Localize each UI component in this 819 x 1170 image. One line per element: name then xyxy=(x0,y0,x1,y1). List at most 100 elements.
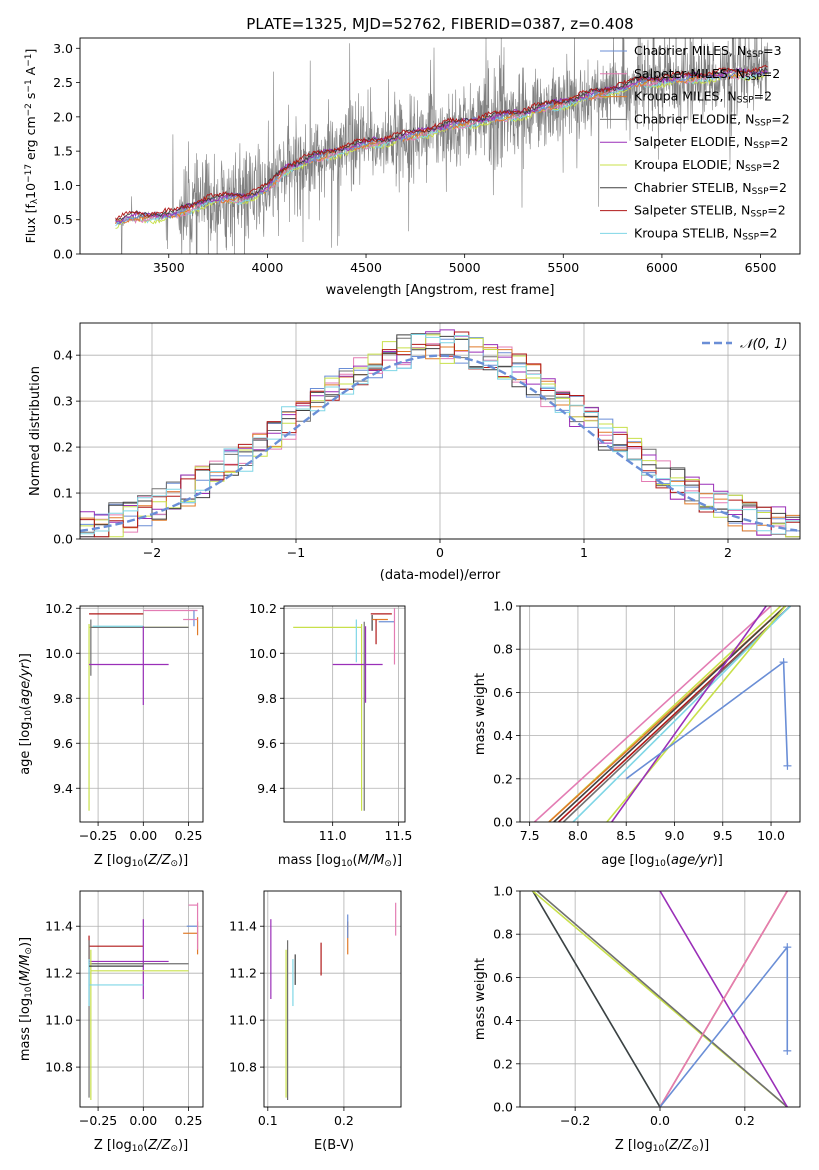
y-tick-label: 10.8 xyxy=(45,1060,73,1075)
y-tick-label: 2.0 xyxy=(53,109,73,124)
legend-label: Salpeter MILES, NSSP=2 xyxy=(634,66,780,83)
y-tick-label: 3.0 xyxy=(53,41,73,56)
x-tick-label: 0.0 xyxy=(650,1113,670,1128)
y-tick-label: 0.5 xyxy=(53,212,73,227)
y-axis-label: mass weight xyxy=(473,958,488,1040)
x-tick-label: 0.1 xyxy=(258,1113,278,1128)
axes-frame xyxy=(79,890,204,1108)
legend-label: Salpeter ELODIE, NSSP=2 xyxy=(634,134,788,151)
legend-label: 𝒩(0, 1) xyxy=(740,337,787,352)
x-tick-label: 9.0 xyxy=(665,828,685,843)
plot-area xyxy=(533,606,792,822)
x-tick-label: 8.5 xyxy=(616,828,636,843)
y-tick-label: 0.8 xyxy=(493,642,513,657)
y-tick-label: 9.8 xyxy=(53,691,73,706)
normal-distribution-curve xyxy=(80,354,798,533)
y-tick-label: 9.4 xyxy=(53,781,73,796)
x-tick-label: 4000 xyxy=(251,260,283,275)
x-tick-label: 1 xyxy=(580,545,588,560)
legend-label: Kroupa MILES, NSSP=2 xyxy=(634,89,772,106)
residual-histogram-line xyxy=(80,334,800,538)
x-tick-label: 0.00 xyxy=(129,828,157,843)
age-vs-mass-panel: 11.0 11.5 9.4 9.6 9.8 10.0 10.2 mass [log10(M/M… xyxy=(249,601,412,870)
y-axis-label: mass weight xyxy=(473,673,488,755)
residual-histogram-panel: −2 −1 0 1 2 0.0 0.1 0.2 0.3 0.4 (data-model)/error… xyxy=(28,322,801,583)
y-tick-label: 0.2 xyxy=(53,440,73,455)
mass-weight-line xyxy=(533,606,772,822)
x-axis-label: Z [log10(Z/Z⊙)] xyxy=(94,1138,188,1154)
x-tick-label: −2 xyxy=(143,545,161,560)
x-axis-label: (data-model)/error xyxy=(380,568,501,583)
x-axis-label: mass [log10(M/M⊙)] xyxy=(278,853,402,869)
plot-area xyxy=(115,38,769,254)
x-tick-label: 0.2 xyxy=(735,1113,755,1128)
y-tick-label: 10.0 xyxy=(249,646,277,661)
y-tick-label: 11.0 xyxy=(45,1013,73,1028)
mass-weight-line xyxy=(532,891,661,1107)
y-tick-label: 0.0 xyxy=(493,815,513,830)
legend-label: Kroupa STELIB, NSSP=2 xyxy=(634,225,778,242)
figure-title: PLATE=1325, MJD=52762, FIBERID=0387, z=0… xyxy=(246,15,633,33)
mass-weight-line xyxy=(611,606,767,822)
plot-area xyxy=(270,902,397,1100)
y-tick-label: 0.4 xyxy=(493,728,513,743)
axes-frame xyxy=(79,322,801,540)
x-axis-label: E(B-V) xyxy=(314,1138,354,1153)
axes-frame xyxy=(263,890,402,1108)
y-tick-label: 9.6 xyxy=(257,736,277,751)
axes-frame xyxy=(79,37,801,255)
y-tick-label: 1.5 xyxy=(53,144,73,159)
y-tick-label: 11.2 xyxy=(229,966,257,981)
x-tick-label: 5000 xyxy=(449,260,481,275)
spectrum-panel: 3500 4000 4500 5000 5500 6000 6500 0.0 0.5 1.0 1.5… xyxy=(23,37,801,298)
x-tick-label: 0.25 xyxy=(175,1113,203,1128)
x-tick-label: 3500 xyxy=(153,260,185,275)
axes-frame xyxy=(519,890,801,1108)
y-tick-label: 1.0 xyxy=(53,178,73,193)
mass-weight-line xyxy=(659,891,788,1107)
x-tick-label: −0.2 xyxy=(560,1113,590,1128)
plot-area xyxy=(88,902,199,1100)
y-tick-label: 1.0 xyxy=(493,599,513,614)
axes-frame xyxy=(519,605,801,823)
y-axis-label: Normed distribution xyxy=(28,366,43,496)
mass-weight-line xyxy=(572,606,791,822)
axes-frame xyxy=(79,605,204,823)
mass-weight-line xyxy=(553,606,787,822)
age-vs-metallicity-panel: −0.25 0.00 0.25 9.4 9.6 9.8 10.0 10.2 Z [log10(Z… xyxy=(18,601,204,869)
legend-label: Chabrier ELODIE, NSSP=2 xyxy=(634,111,790,128)
x-tick-label: 7.5 xyxy=(520,828,540,843)
y-tick-label: 1.0 xyxy=(493,884,513,899)
y-axis-label: mass [log10(M/M⊙)] xyxy=(18,937,34,1061)
mass-weight-line xyxy=(659,946,788,1107)
x-tick-label: 10.0 xyxy=(757,828,785,843)
x-axis-label: wavelength [Angstrom, rest frame] xyxy=(326,283,555,298)
weight-vs-metallicity-panel: −0.2 0.0 0.2 0.0 0.2 0.4 0.6 0.8 1.0 Z [log10(Z/Z… xyxy=(473,884,801,1154)
x-tick-label: −1 xyxy=(287,545,305,560)
y-tick-label: 11.0 xyxy=(229,1013,257,1028)
y-tick-label: 11.4 xyxy=(229,919,257,934)
legend-label: Chabrier MILES, NSSP=3 xyxy=(634,43,782,60)
mass-weight-line xyxy=(536,891,788,1107)
weight-vs-age-panel: 7.5 8.0 8.5 9.0 9.5 10.0 0.0 0.2 0.4 0.6 0.8 1.0 age… xyxy=(473,599,801,869)
y-tick-label: 11.2 xyxy=(45,966,73,981)
mass-weight-line xyxy=(562,606,791,822)
x-tick-label: 0.00 xyxy=(129,1113,157,1128)
y-tick-label: 0.0 xyxy=(53,532,73,547)
mass-weight-line xyxy=(606,606,787,822)
y-tick-label: 11.4 xyxy=(45,919,73,934)
y-tick-label: 9.6 xyxy=(53,736,73,751)
x-tick-label: 9.5 xyxy=(713,828,733,843)
y-tick-label: 0.2 xyxy=(493,1056,513,1071)
legend-label: Salpeter STELIB, NSSP=2 xyxy=(634,203,786,220)
y-axis-label: Flux [fλ10−17 erg cm−2 s−1 A−1] xyxy=(23,49,40,244)
x-tick-label: 5500 xyxy=(547,260,579,275)
y-tick-label: 0.0 xyxy=(493,1100,513,1115)
y-tick-label: 9.8 xyxy=(257,691,277,706)
y-tick-label: 0.3 xyxy=(53,394,73,409)
y-tick-label: 10.2 xyxy=(249,601,277,616)
x-tick-label: 11.5 xyxy=(385,828,413,843)
x-tick-label: 8.0 xyxy=(568,828,588,843)
x-tick-label: 0 xyxy=(436,545,444,560)
